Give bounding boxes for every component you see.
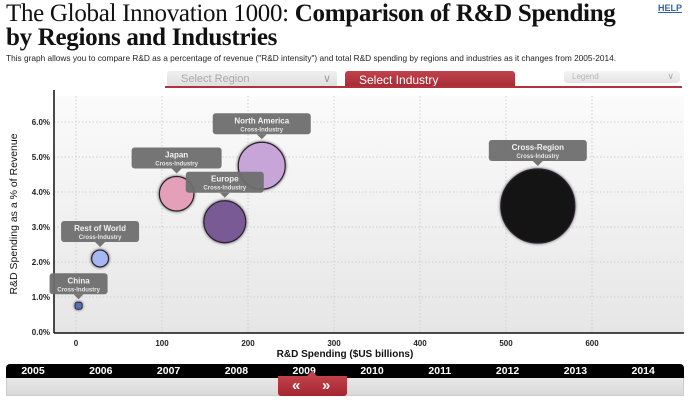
- label-box: [49, 273, 108, 295]
- timeline-year-2008[interactable]: 2008: [224, 365, 249, 377]
- timeline-year-2007[interactable]: 2007: [156, 365, 181, 377]
- x-tick-label: 100: [155, 339, 169, 348]
- y-tick-label: 0.0%: [32, 328, 50, 337]
- chevron-down-icon: ∨: [667, 71, 674, 81]
- bubble-chart: 0 100 200 300 400 500 600 0.0% 1.0% 2.0% 3.0% 4.0% 5…: [8, 90, 684, 360]
- x-tick-label: 600: [585, 339, 599, 348]
- timeline-year-2010[interactable]: 2010: [360, 365, 384, 377]
- y-tick-label: 3.0%: [32, 223, 50, 232]
- bubble-label-japan: Japan Cross-Industry: [131, 147, 222, 174]
- label-pointer: [256, 134, 267, 140]
- title-bold-2: by Regions and Industries: [6, 24, 278, 51]
- label-box: [131, 147, 222, 169]
- label-pointer: [171, 168, 182, 174]
- x-axis-label: R&D Spending ($US billions): [277, 349, 414, 360]
- bubble-europe[interactable]: [202, 199, 247, 244]
- title-bold-1: Comparison of R&D Spending: [294, 0, 616, 27]
- label-pointer: [73, 294, 84, 300]
- bubble-rest-of-world[interactable]: [90, 248, 110, 269]
- x-tick-label: 0: [74, 339, 79, 348]
- label-sub: Cross-Industry: [57, 287, 100, 293]
- title-light: The Global Innovation 1000:: [6, 0, 295, 27]
- bubble-mark[interactable]: [500, 168, 576, 244]
- label-sub: Cross-Industry: [155, 161, 198, 167]
- bubble-mark[interactable]: [203, 200, 247, 244]
- plot-area: [54, 96, 684, 333]
- label-name: Europe: [211, 175, 239, 184]
- label-box: [185, 171, 264, 193]
- subtitle: This graph allows you to compare R&D as …: [6, 53, 617, 63]
- y-tick-label: 2.0%: [32, 258, 50, 267]
- label-sub: Cross-Industry: [79, 235, 122, 241]
- label-box: [212, 113, 311, 135]
- bubble-label-cross-region: Cross-Region Cross-Industry: [488, 140, 587, 166]
- x-tick-label: 500: [499, 339, 513, 348]
- label-name: North America: [234, 116, 289, 125]
- y-tick-label: 1.0%: [32, 293, 50, 302]
- timeline-year-2014[interactable]: 2014: [631, 365, 655, 377]
- label-name: Japan: [165, 150, 188, 159]
- label-sub: Cross-Industry: [516, 154, 559, 160]
- chevron-down-icon: ∨: [322, 73, 331, 85]
- timeline-year-2011[interactable]: 2011: [428, 365, 452, 377]
- page-title: The Global Innovation 1000: Comparison o…: [6, 0, 626, 51]
- label-pointer: [532, 161, 543, 166]
- select-region-dropdown[interactable]: Select Region ∨: [167, 71, 337, 87]
- y-tick-label: 4.0%: [32, 188, 50, 197]
- label-box: [488, 140, 587, 161]
- y-tick-label: 5.0%: [32, 153, 50, 162]
- bubble-mark[interactable]: [74, 301, 83, 310]
- controls-divider: [165, 86, 682, 88]
- help-link[interactable]: HELP: [657, 3, 682, 13]
- x-tick-label: 200: [241, 339, 255, 348]
- prev-year-icon[interactable]: «: [292, 377, 301, 394]
- handle-pointer: [307, 371, 317, 376]
- label-name: Cross-Region: [512, 143, 565, 152]
- bubble-cross-region[interactable]: [499, 167, 577, 245]
- bubble-label-rest-of-world: Rest of World Cross-Industry: [61, 221, 140, 248]
- select-industry-tab[interactable]: Select Industry: [345, 71, 515, 88]
- label-box: [61, 221, 140, 243]
- label-sub: Cross-Industry: [203, 186, 246, 192]
- label-name: Rest of World: [74, 224, 126, 233]
- timeline-year-2013[interactable]: 2013: [563, 365, 588, 377]
- bubble-china[interactable]: [73, 301, 84, 311]
- y-tick-label: 6.0%: [32, 118, 50, 127]
- timeline-slider-handle[interactable]: « »: [278, 371, 347, 396]
- label-name: China: [67, 276, 90, 285]
- timeline-year-2006[interactable]: 2006: [89, 365, 113, 377]
- bubble-label-europe: Europe Cross-Industry: [185, 171, 264, 198]
- bubble-mark[interactable]: [91, 249, 110, 268]
- label-sub: Cross-Industry: [240, 127, 283, 133]
- select-region-label: Select Region: [181, 73, 250, 85]
- bubble-label-china: China Cross-Industry: [49, 273, 108, 300]
- legend-dropdown[interactable]: Legend ∨: [564, 71, 680, 83]
- label-pointer: [219, 192, 230, 198]
- y-axis-label: R&D Spending as a % of Revenue: [8, 133, 20, 294]
- timeline-bar: 2005 2006 2007 2008 2009 2010 2011 2012 2013 2014: [6, 364, 684, 378]
- next-year-icon[interactable]: »: [322, 377, 331, 394]
- timeline-year-2005[interactable]: 2005: [21, 365, 45, 377]
- bubble-label-north-america: North America Cross-Industry: [212, 113, 311, 140]
- timeline-year-2012[interactable]: 2012: [495, 365, 520, 377]
- bubble-mark[interactable]: [158, 175, 195, 212]
- select-industry-label: Select Industry: [359, 73, 439, 87]
- x-tick-label: 400: [413, 339, 427, 348]
- x-tick-label: 300: [327, 339, 341, 348]
- legend-label: Legend: [572, 72, 599, 81]
- label-pointer: [95, 242, 106, 248]
